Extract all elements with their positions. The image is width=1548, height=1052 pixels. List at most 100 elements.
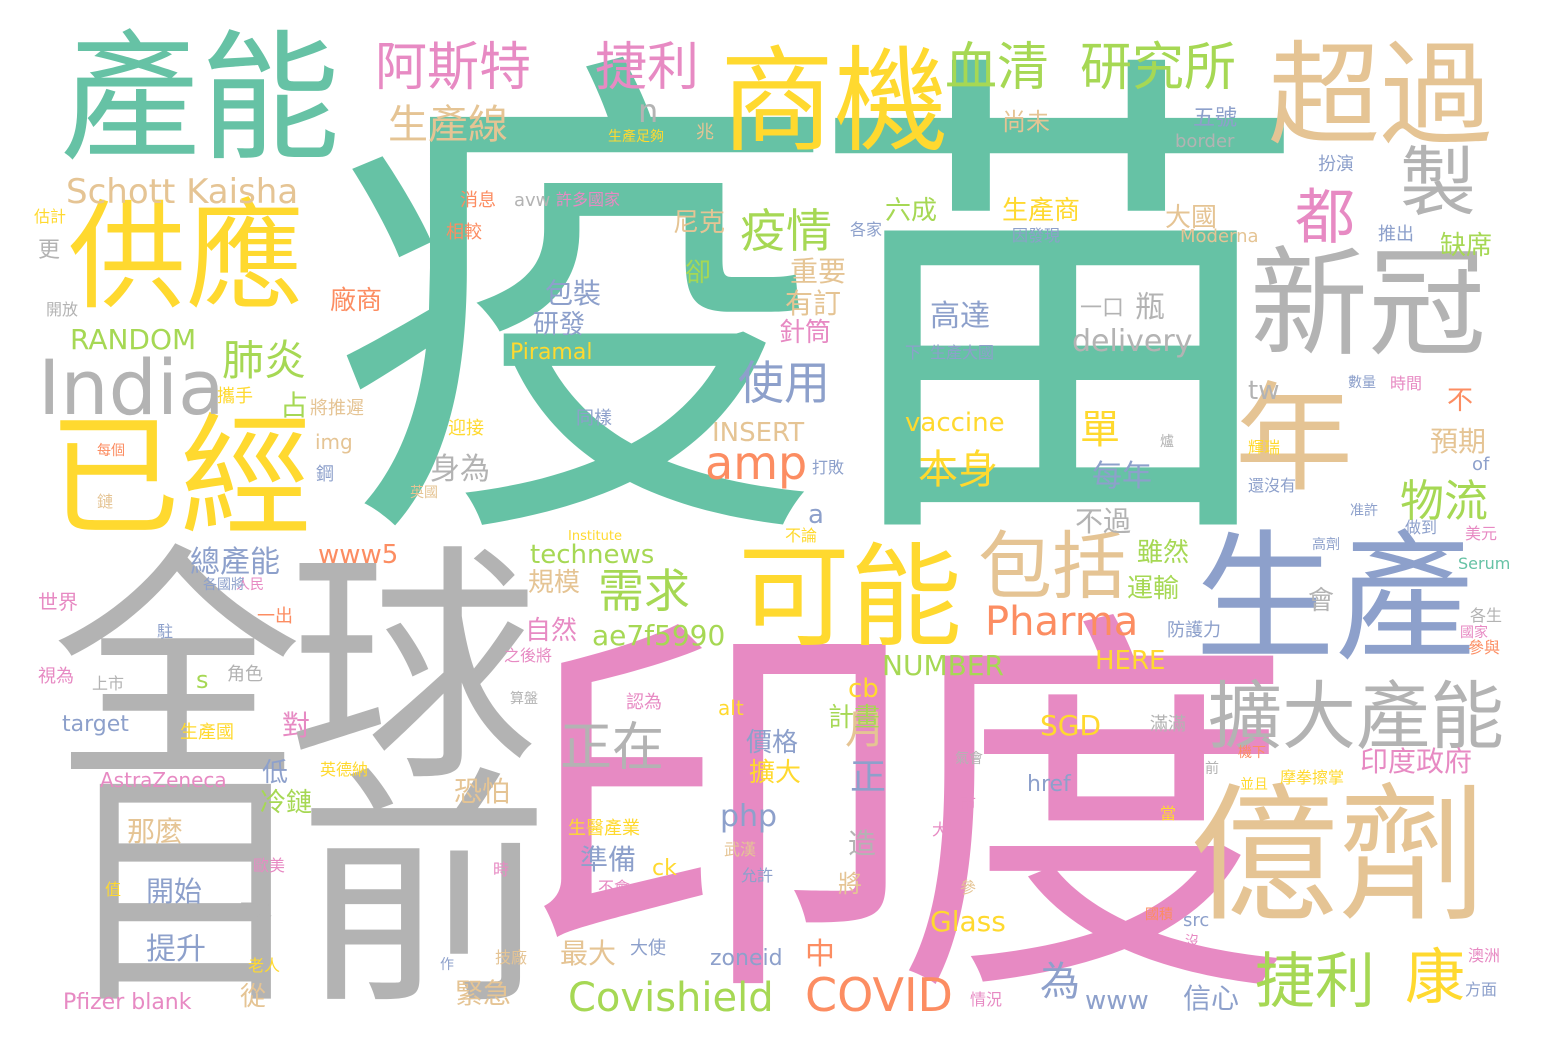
word-dou: 都 [1295,183,1355,253]
word-www: www [1085,986,1149,1016]
word-shengyichanye: 生醫產業 [568,818,640,839]
word-piramal: Piramal [510,340,593,365]
word-feiyan: 肺炎 [222,336,307,385]
word-suanpan: 算盤 [510,691,538,707]
word-dang: 當 [1160,804,1177,823]
word-kaishi: 開始 [146,875,203,908]
word-tisheng: 提升 [146,932,206,967]
word-renwei: 認為 [626,692,662,713]
word-sgd: SGD [1040,709,1102,742]
word-xinxin: 信心 [1183,982,1240,1015]
word-shangwei: 尚未 [1002,108,1050,136]
word-shangji: 商機 [720,35,949,168]
word-daguo: 大國 [1165,203,1218,233]
word-kuoda: 擴大 [749,758,802,788]
word-zhong: 中 [805,937,835,972]
word-n: n [638,92,659,130]
word-zuida: 最大 [560,937,617,970]
word-yuqi: 預期 [1430,425,1487,458]
word-zhan: 占 [280,389,309,422]
word-covid: COVID [805,968,953,1022]
word-jihua: 計畫 [828,703,881,733]
word-zhihoujiang: 之後將 [504,646,553,665]
word-yimiao: 疫苗 [330,16,1312,604]
word-target: target [62,712,129,737]
word-india: India [38,343,225,432]
word-jixia: 機下 [1238,745,1266,761]
word-yingdena: 英德納 [320,760,369,779]
word-lu: 爐 [1160,434,1174,450]
word-gesheng: 各生 [1470,606,1503,625]
word-jiang: 將 [838,870,862,898]
word-ck: ck [652,856,677,881]
word-zao: 造 [848,827,877,860]
word-zuo: 作 [440,957,454,973]
word-shengchandaguo: 生產大國 [930,343,995,362]
word-xuqiu: 需求 [598,564,690,618]
word-zoneid: zoneid [710,946,783,971]
word-pharma: Pharma [985,599,1139,645]
word-baozhuang: 包裝 [545,277,602,310]
word-can: 參 [960,878,977,897]
word-buzu: 不足 [240,900,273,919]
word-jieli-bottom: 捷利 [1255,947,1375,1017]
word-shiyong: 使用 [738,356,830,410]
word-gaoji: 高劑 [1312,537,1340,553]
word-zhu: 駐 [157,622,174,641]
word-baokuo: 包括 [978,524,1126,610]
word-www5: www5 [318,540,399,570]
word-xueqing: 血清 [945,38,1050,98]
word-xia: 下 [905,343,922,362]
word-here: HERE [1095,646,1166,676]
word-jiangtuichi: 將推遲 [310,398,364,419]
word-wei: 為 [1040,959,1080,1005]
word-muqian: 目前 [60,747,550,1040]
word-zhunxu: 准許 [1350,503,1378,519]
word-di: 低 [262,758,289,788]
word-dan: 單 [1080,407,1120,453]
word-zhunbei: 準備 [580,843,637,876]
word-yichu: 一出 [257,606,293,627]
word-jinji: 緊急 [455,977,512,1010]
word-jiage: 價格 [746,728,799,758]
word-guoji: 國積 [1145,907,1173,923]
word-href: href [1027,772,1071,797]
word-guimo: 規模 [528,568,581,598]
word-que: 卻 [685,258,712,288]
word-shuliang: 數量 [1348,375,1376,391]
word-fanghuli: 防護力 [1167,620,1221,641]
word-quanqiu: 全球 [52,524,538,815]
word-lian: 鏈 [97,492,114,511]
word-laoren: 老人 [248,956,281,975]
word-schott: Schott Kaisha [66,172,299,212]
word-qihui: 氣會 [955,751,983,767]
word-youding: 有訂 [785,287,842,320]
word-kaifang: 開放 [46,300,79,319]
word-src: src [1183,910,1210,931]
word-gejia: 各家 [850,220,883,239]
word-of: of [1472,454,1490,475]
word-ping: 瓶 [1135,290,1165,325]
word-gongying: 供應 [68,188,305,326]
word-manman: 滿滿 [1150,714,1186,735]
word-a: a [808,500,824,530]
word-daibai: 打敗 [812,458,845,477]
word-shengchan: 生產 [1195,518,1476,681]
word-changshang: 廠商 [330,286,383,316]
word-wuhao: 五號 [1193,106,1238,131]
word-tw: tw [1248,376,1280,406]
word-serum: Serum [1458,554,1511,573]
word-zhi: 製 [1400,138,1476,227]
word-shengchanshang: 生產商 [1002,196,1081,226]
word-hui: 會 [1308,586,1335,616]
word-ziran: 自然 [525,616,578,646]
word-meinian: 每年 [1092,459,1152,494]
word-yunshu: 運輸 [1127,574,1180,604]
word-liucheng: 六成 [885,196,938,226]
word-bu: 不 [1447,386,1474,416]
word-juese: 角色 [227,664,263,685]
word-tuichu: 推出 [1378,224,1414,245]
word-chaoguo: 超過 [1268,31,1492,161]
word-astrazeneca: AstraZeneca [100,768,227,792]
word-guji: 估計 [34,207,67,226]
